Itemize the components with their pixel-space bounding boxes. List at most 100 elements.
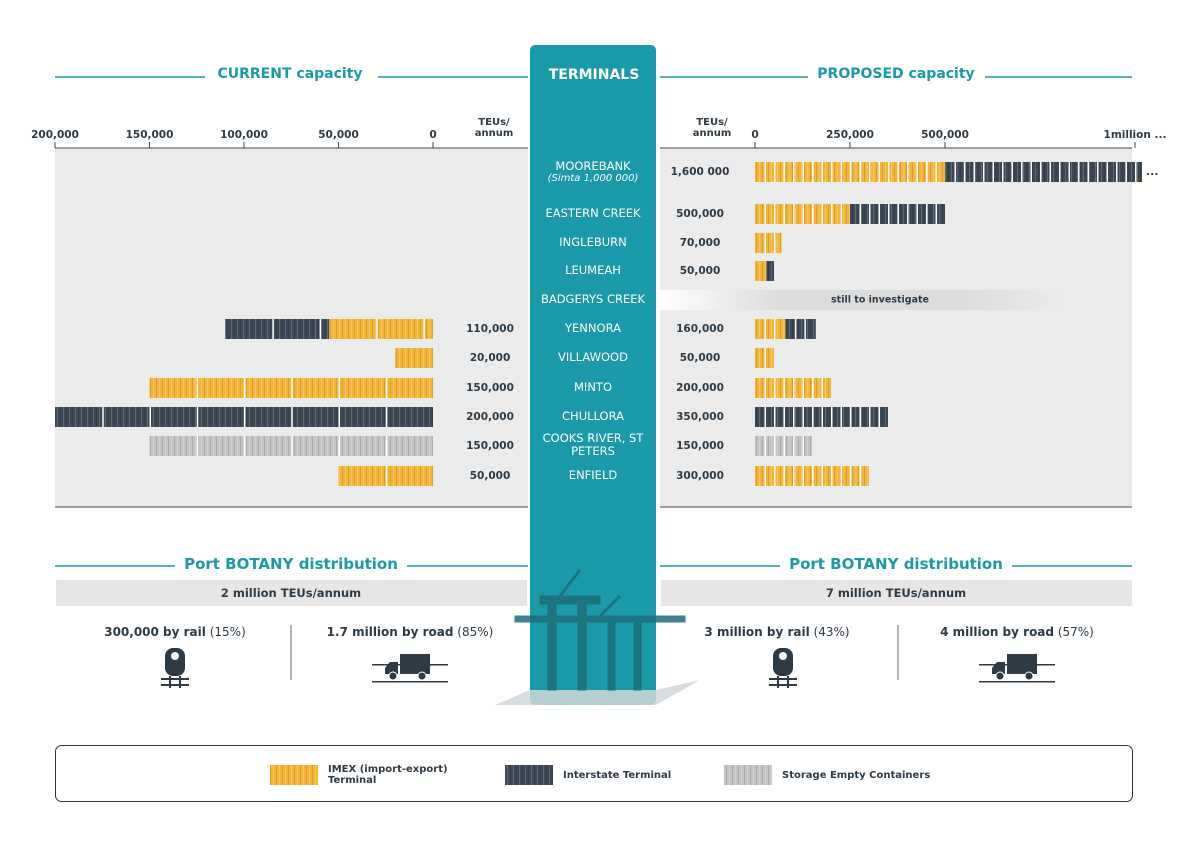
total-label: 200,000 — [676, 382, 724, 394]
terminal-label: LEUMEAH — [533, 264, 653, 277]
bar-texture — [329, 319, 433, 339]
container-gap — [802, 204, 804, 224]
container-gap — [812, 204, 814, 224]
x-tick-label: 0 — [751, 129, 758, 141]
container-gap — [992, 162, 994, 182]
container-gap — [926, 162, 928, 182]
container-gap — [272, 319, 274, 339]
container-gap — [888, 204, 890, 224]
container-gap — [812, 407, 814, 427]
container-gap — [1078, 162, 1080, 182]
axis-label: TEUs/ annum — [692, 117, 732, 139]
distribution-item: 300,000 by rail (15%) — [65, 625, 285, 639]
container-gap — [935, 204, 937, 224]
banner — [56, 580, 527, 606]
container-gap — [840, 466, 842, 486]
container-gap — [859, 407, 861, 427]
container-gap — [774, 436, 776, 456]
legend-label: IMEX (import-export) Terminal — [328, 764, 448, 786]
container-gap — [1106, 162, 1108, 182]
terminal-name: MOOREBANK — [555, 159, 631, 173]
container-gap — [385, 378, 388, 398]
container-gap — [821, 466, 823, 486]
container-gap — [850, 407, 852, 427]
container-gap — [850, 162, 852, 182]
bars — [55, 162, 1194, 486]
container-gap — [764, 233, 766, 253]
container-gap — [764, 407, 766, 427]
container-gap — [794, 319, 797, 339]
container-gap — [1192, 162, 1194, 182]
bar-texture — [945, 162, 1142, 182]
title: distribution — [903, 555, 1003, 573]
bar-texture — [755, 261, 767, 281]
terminal-name: VILLAWOOD — [558, 350, 628, 364]
container-gap — [764, 319, 766, 339]
item-label: 3 million by rail — [704, 625, 810, 639]
item-share: (57%) — [1057, 625, 1094, 639]
container-gap — [935, 162, 937, 182]
container-gap — [196, 407, 199, 427]
container-gap — [878, 407, 880, 427]
bar-texture — [785, 319, 816, 339]
rail-icon — [161, 648, 189, 688]
container-gap — [338, 378, 340, 398]
bar-texture — [225, 319, 330, 339]
title: distribution — [298, 555, 398, 573]
container-gap — [196, 378, 199, 398]
container-gap — [244, 407, 246, 427]
container-gap — [793, 162, 795, 182]
container-gap — [338, 407, 340, 427]
container-gap — [774, 378, 776, 398]
total-label: 300,000 — [676, 470, 724, 482]
container-gap — [821, 162, 823, 182]
container-gap — [907, 162, 909, 182]
container-gap — [385, 407, 388, 427]
container-gap — [812, 466, 814, 486]
total-label: 200,000 — [466, 411, 514, 423]
x-tick-label: 100,000 — [220, 129, 268, 141]
container-gap — [1002, 162, 1004, 182]
container-gap — [1097, 162, 1099, 182]
header-rules — [55, 76, 1132, 567]
x-tick-label: 200,000 — [31, 129, 79, 141]
container-gap — [793, 204, 795, 224]
container-gap — [291, 436, 293, 456]
terminal-label: BADGERYS CREEK — [533, 293, 653, 306]
container-gap — [783, 407, 785, 427]
total-label: 150,000 — [466, 440, 514, 452]
terminal-label: MOOREBANK (Simta 1,000 000) — [533, 160, 653, 184]
container-gap — [1021, 162, 1023, 182]
container-gap — [850, 466, 852, 486]
total-banner: 2 million TEUs/annum — [220, 586, 362, 600]
container-gap — [812, 162, 814, 182]
terminal-label: EASTERN CREEK — [533, 207, 653, 220]
item-share: (43%) — [813, 625, 850, 639]
container-gap — [244, 378, 246, 398]
terminal-label: COOKS RIVER, ST PETERS — [533, 432, 653, 457]
container-gap — [423, 319, 426, 339]
container-gap — [831, 162, 833, 182]
legend-box — [55, 745, 1133, 802]
chart-title: CURRENT capacity — [140, 66, 440, 82]
container-gap — [291, 407, 293, 427]
container-gap — [764, 378, 766, 398]
section-title: Port BOTANY distribution — [141, 556, 441, 573]
x-tick-label: 150,000 — [126, 129, 174, 141]
bar-group — [55, 319, 433, 486]
container-gap — [897, 162, 899, 182]
title-highlight: Port BOTANY — [789, 555, 899, 573]
container-gap — [783, 162, 785, 182]
container-gap — [376, 319, 378, 339]
container-gap — [774, 162, 776, 182]
total-label: 1,600 000 — [671, 166, 730, 178]
container-gap — [869, 204, 871, 224]
terminal-label: YENNORA — [533, 322, 653, 335]
container-gap — [764, 348, 766, 368]
terminal-name: EASTERN CREEK — [545, 206, 641, 220]
x-tick-label: 250,000 — [826, 129, 874, 141]
distribution-item: 1.7 million by road (85%) — [300, 625, 520, 639]
annotation: still to investigate — [831, 295, 929, 306]
container-gap — [802, 436, 804, 456]
